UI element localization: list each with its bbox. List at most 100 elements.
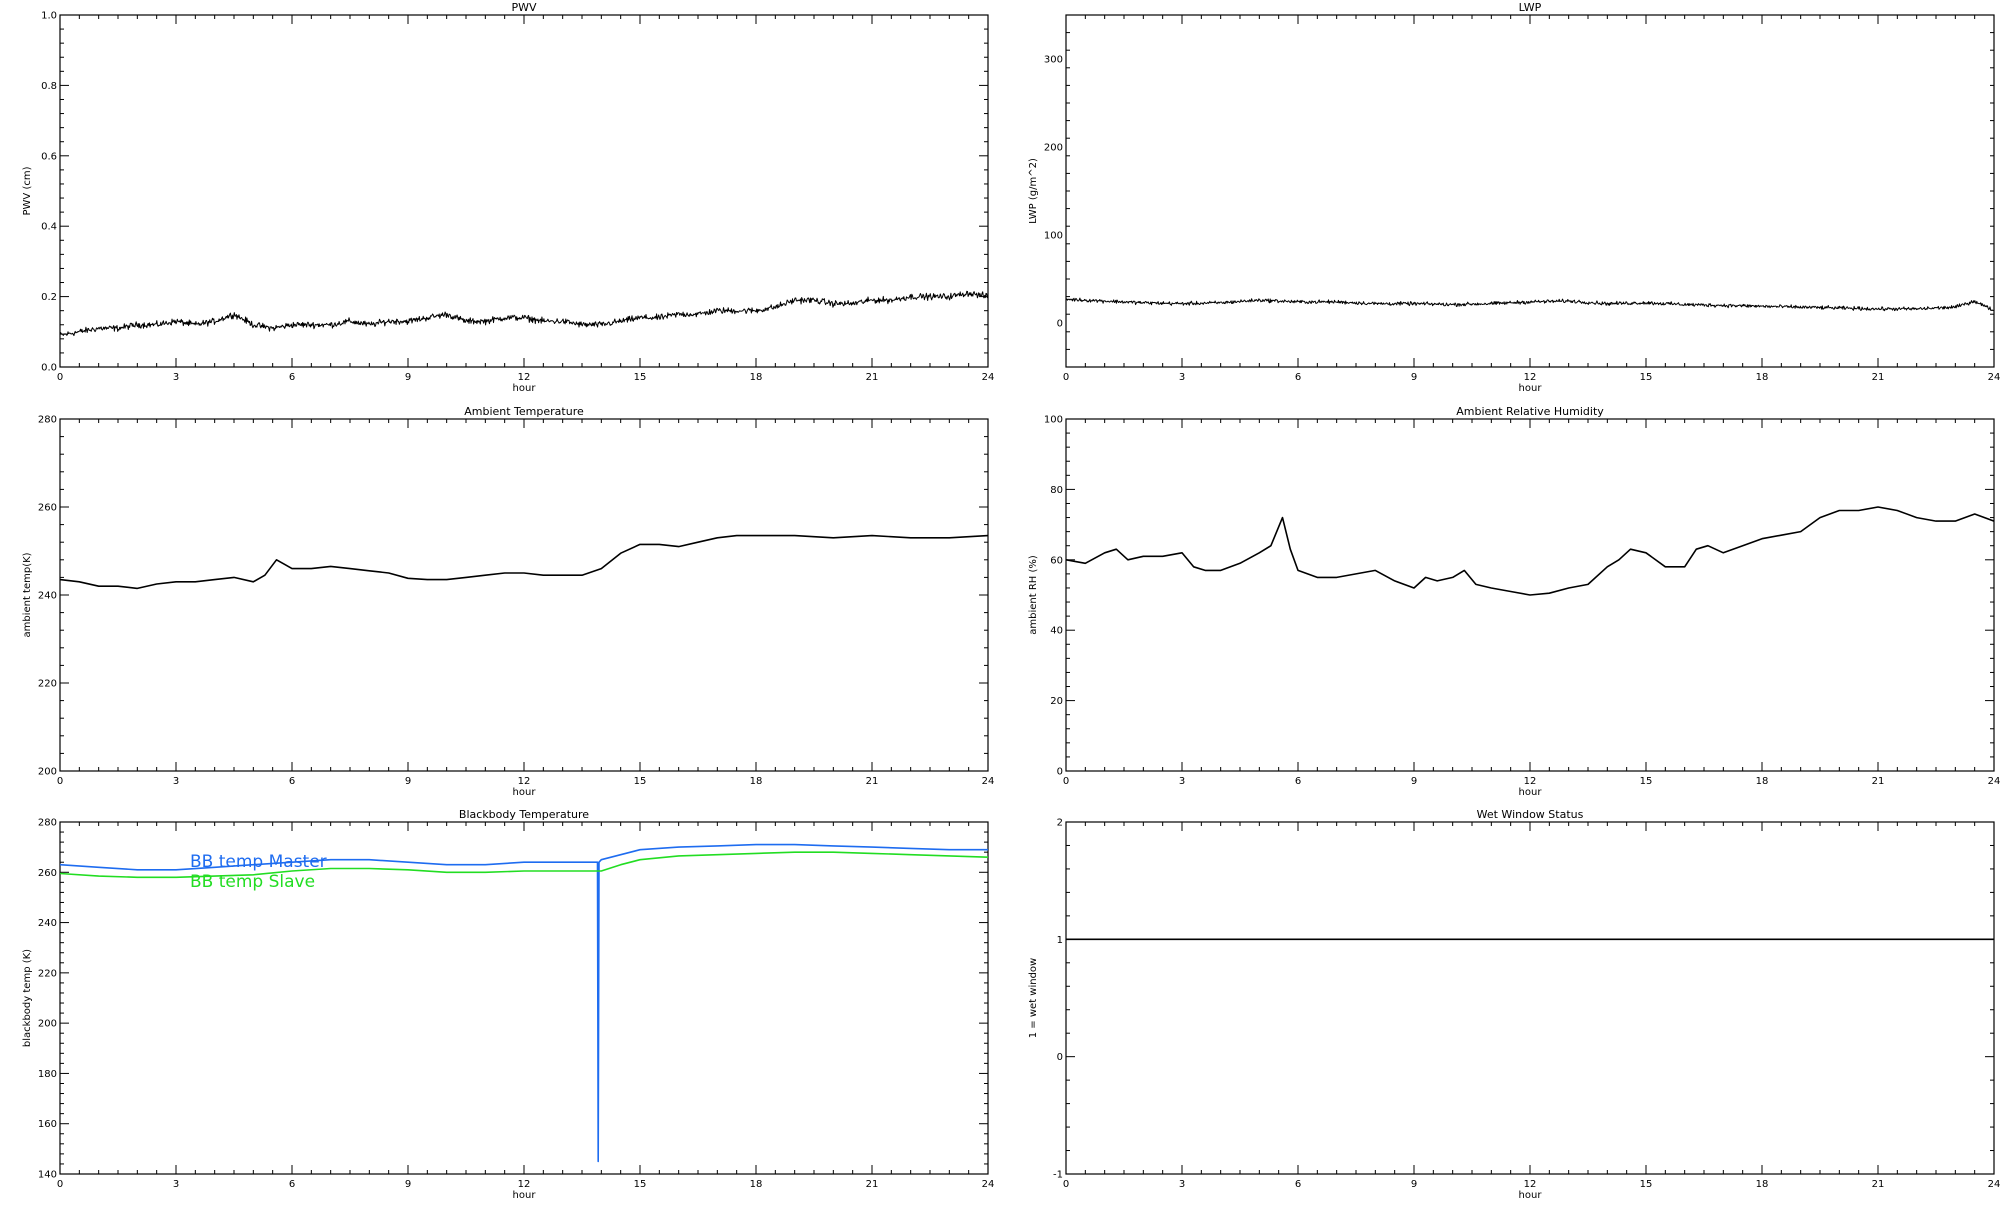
- y-tick-label: 280: [38, 415, 57, 426]
- x-tick-label: 15: [1640, 1179, 1653, 1190]
- y-tick-label: 80: [1050, 485, 1063, 496]
- y-tick-label: 100: [1044, 231, 1063, 242]
- series-line-bb-temp-slave: [60, 851, 988, 879]
- x-tick-label: 0: [1063, 776, 1069, 787]
- series-line-0: [60, 290, 988, 337]
- plot-frame: [1065, 821, 1995, 1175]
- x-tick-label: 9: [1411, 372, 1417, 383]
- chart-title: Ambient Temperature: [464, 405, 584, 418]
- plot-area: [60, 290, 988, 337]
- x-tick-label: 21: [866, 1179, 879, 1190]
- x-axis-label: hour: [1519, 1190, 1543, 1200]
- x-tick-label: 18: [1756, 1179, 1769, 1190]
- x-tick-label: 12: [1524, 776, 1537, 787]
- chart-title: LWP: [1519, 1, 1542, 14]
- x-tick-label: 15: [634, 372, 647, 383]
- x-tick-label: 15: [1640, 776, 1653, 787]
- x-tick-label: 6: [1295, 776, 1301, 787]
- x-tick-label: 12: [1524, 1179, 1537, 1190]
- y-tick-label: 1.0: [41, 11, 57, 22]
- chart-title: Wet Window Status: [1477, 808, 1584, 821]
- y-tick-label: 60: [1050, 555, 1063, 566]
- x-tick-label: 12: [518, 372, 531, 383]
- plot-area: [1066, 506, 1994, 596]
- y-axis-label: PWV (cm): [22, 166, 33, 215]
- x-axis-label: hour: [513, 1190, 537, 1200]
- series-line-bb-temp-master: [60, 843, 988, 1163]
- x-tick-label: 18: [750, 1179, 763, 1190]
- y-tick-label: 180: [38, 1069, 57, 1080]
- x-tick-label: 21: [1872, 776, 1885, 787]
- x-tick-label: 15: [634, 776, 647, 787]
- x-tick-label: 24: [1988, 372, 2000, 383]
- y-tick-label: 200: [38, 767, 57, 778]
- y-tick-label: 200: [38, 1019, 57, 1030]
- y-tick-label: 0.8: [41, 81, 57, 92]
- y-tick-label: 20: [1050, 696, 1063, 707]
- y-tick-label: 1: [1057, 935, 1063, 946]
- y-tick-label: 260: [38, 868, 57, 879]
- x-tick-label: 24: [1988, 1179, 2000, 1190]
- y-axis-label: blackbody temp (K): [22, 949, 33, 1047]
- x-tick-label: 21: [1872, 372, 1885, 383]
- y-tick-label: 140: [38, 1170, 57, 1181]
- x-tick-label: 0: [57, 776, 63, 787]
- chart-ambient-rh: Ambient Relative Humidity 0 3 6 9 12 15 18 21 24 h…: [1028, 405, 2000, 798]
- plot-frame: [59, 418, 989, 772]
- y-tick-label: 0: [1057, 767, 1063, 778]
- x-tick-label: 3: [173, 372, 179, 383]
- x-tick-label: 6: [289, 1179, 295, 1190]
- x-tick-label: 18: [750, 372, 763, 383]
- x-tick-label: 3: [1179, 1179, 1185, 1190]
- x-axis-label: hour: [1519, 383, 1543, 394]
- y-tick-label: 220: [38, 679, 57, 690]
- x-tick-label: 9: [1411, 1179, 1417, 1190]
- x-tick-label: 6: [289, 776, 295, 787]
- x-tick-label: 9: [405, 372, 411, 383]
- x-tick-label: 3: [173, 1179, 179, 1190]
- y-tick-label: 160: [38, 1119, 57, 1130]
- y-axis-label: LWP (g/m^2): [1028, 158, 1039, 224]
- x-tick-label: 9: [1411, 776, 1417, 787]
- y-tick-label: 200: [1044, 143, 1063, 154]
- x-tick-label: 15: [634, 1179, 647, 1190]
- x-tick-label: 3: [173, 776, 179, 787]
- y-tick-label: 280: [38, 818, 57, 829]
- x-axis-label: hour: [513, 383, 537, 394]
- plot-frame: [59, 14, 989, 368]
- x-tick-label: 0: [57, 372, 63, 383]
- y-tick-label: 0.0: [41, 363, 57, 374]
- x-tick-label: 24: [982, 776, 995, 787]
- x-tick-label: 9: [405, 776, 411, 787]
- x-tick-label: 6: [1295, 372, 1301, 383]
- y-tick-label: 100: [1044, 415, 1063, 426]
- legend-entry: BB temp Master: [190, 852, 327, 872]
- x-tick-label: 21: [866, 372, 879, 383]
- x-tick-label: 6: [1295, 1179, 1301, 1190]
- chart-title: PWV: [511, 1, 537, 14]
- y-tick-label: 0.4: [41, 222, 57, 233]
- chart-title: Ambient Relative Humidity: [1456, 405, 1604, 418]
- x-tick-label: 3: [1179, 372, 1185, 383]
- chart-blackbody-temp: Blackbody Temperature 0 3 6 9 12 15 18 21 24 hour 1…: [22, 808, 994, 1201]
- plot-area: [60, 843, 988, 1163]
- y-tick-label: 0.2: [41, 292, 57, 303]
- y-tick-label: 0.6: [41, 151, 57, 162]
- x-tick-label: 12: [518, 776, 531, 787]
- x-tick-label: 21: [1872, 1179, 1885, 1190]
- x-tick-label: 18: [750, 776, 763, 787]
- y-tick-label: 260: [38, 503, 57, 514]
- x-tick-label: 0: [1063, 1179, 1069, 1190]
- y-tick-label: 240: [38, 918, 57, 929]
- plot-area: [1066, 297, 1994, 312]
- y-axis-label: 1 = wet window: [1028, 958, 1039, 1038]
- x-tick-label: 24: [1988, 776, 2000, 787]
- y-axis-label: ambient temp(K): [22, 552, 33, 637]
- x-tick-label: 6: [289, 372, 295, 383]
- chart-lwp: LWP 0 3 6 9 12 15 18 21 24 hour 0 100 200 300 LWP (g/m^…: [1028, 1, 2000, 394]
- x-tick-label: 24: [982, 372, 995, 383]
- x-tick-label: 18: [1756, 776, 1769, 787]
- chart-title: Blackbody Temperature: [459, 808, 589, 821]
